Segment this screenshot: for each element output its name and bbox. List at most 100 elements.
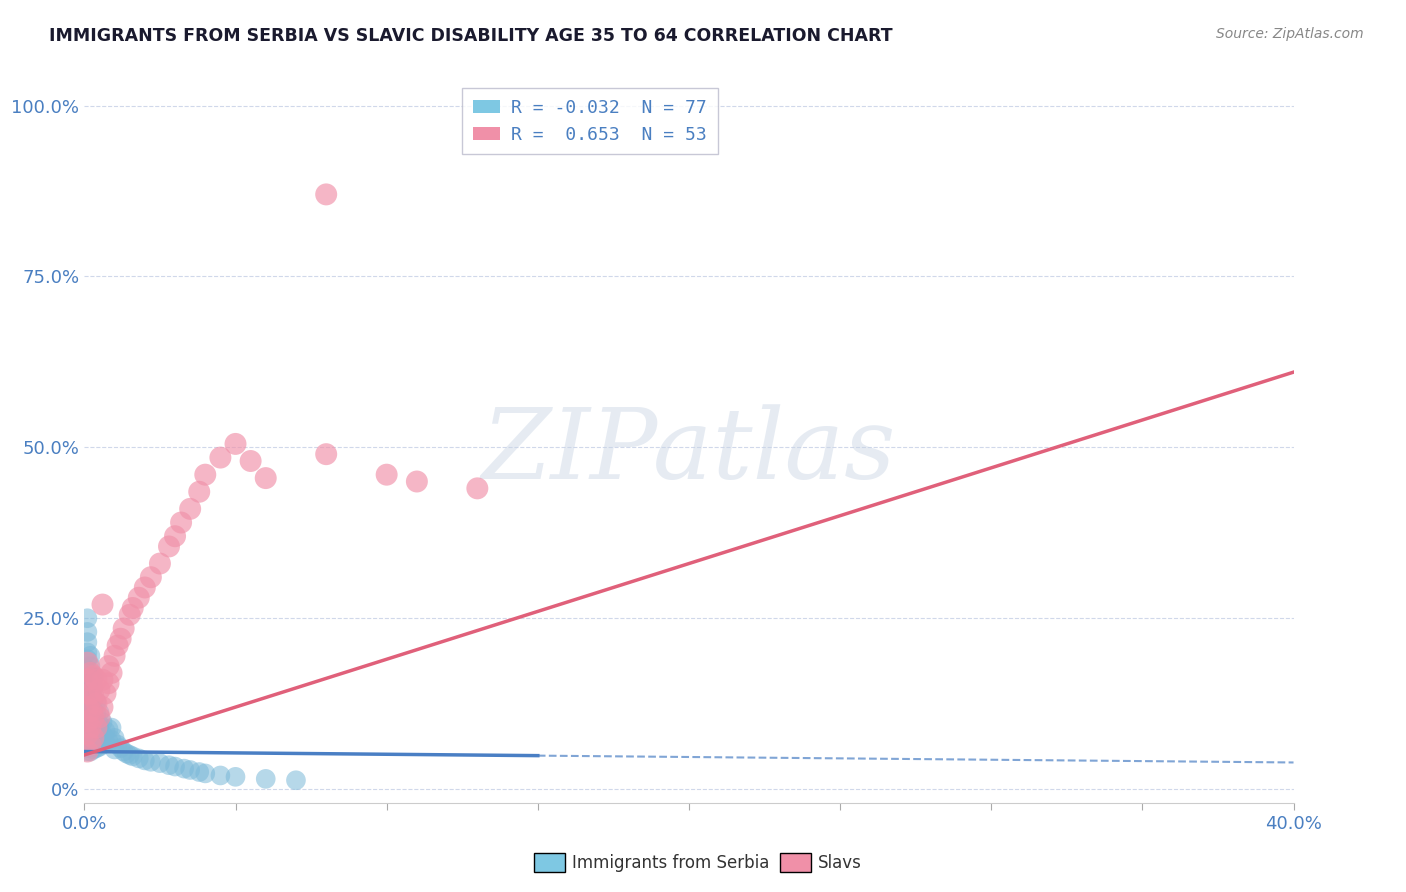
Point	[86, 721, 108, 735]
Point	[76, 727, 98, 741]
Point	[76, 673, 98, 687]
Point	[79, 721, 101, 735]
Point	[104, 648, 127, 663]
Point	[89, 683, 111, 698]
Point	[79, 738, 101, 752]
Point	[91, 598, 114, 612]
Point	[100, 721, 122, 735]
Point	[82, 690, 104, 704]
Point	[94, 724, 117, 739]
Point	[97, 676, 120, 690]
Point	[76, 741, 98, 756]
Point	[86, 697, 108, 711]
Point	[118, 607, 141, 622]
Point	[225, 770, 247, 784]
Point	[79, 680, 101, 694]
Point	[406, 475, 429, 489]
Point	[79, 690, 101, 704]
Point	[467, 481, 489, 495]
Point	[82, 693, 104, 707]
Point	[194, 766, 217, 780]
Point	[110, 741, 132, 756]
Point	[86, 731, 108, 745]
Point	[82, 681, 104, 695]
Point	[157, 540, 180, 554]
Point	[79, 717, 101, 731]
Text: Source: ZipAtlas.com: Source: ZipAtlas.com	[1216, 27, 1364, 41]
Point	[104, 742, 127, 756]
Point	[82, 714, 104, 728]
Point	[115, 747, 138, 761]
Point	[128, 751, 150, 765]
Point	[112, 745, 135, 759]
Point	[86, 741, 108, 756]
Point	[76, 663, 98, 677]
Point	[100, 732, 122, 747]
Point	[112, 622, 135, 636]
Point	[76, 745, 98, 759]
Point	[107, 738, 129, 752]
Point	[94, 736, 117, 750]
Point	[82, 710, 104, 724]
Point	[254, 471, 277, 485]
Point	[86, 719, 108, 733]
Point	[149, 557, 172, 571]
Point	[79, 700, 101, 714]
Point	[165, 759, 187, 773]
Point	[82, 731, 104, 745]
Point	[76, 700, 98, 714]
Point	[209, 450, 232, 465]
Point	[94, 686, 117, 700]
Point	[139, 755, 162, 769]
Point	[79, 659, 101, 673]
Point	[76, 706, 98, 721]
Point	[173, 762, 195, 776]
Point	[118, 747, 141, 762]
Point	[82, 724, 104, 739]
Text: IMMIGRANTS FROM SERBIA VS SLAVIC DISABILITY AGE 35 TO 64 CORRELATION CHART: IMMIGRANTS FROM SERBIA VS SLAVIC DISABIL…	[49, 27, 893, 45]
Point	[149, 756, 172, 771]
Point	[89, 706, 111, 720]
Point	[86, 695, 108, 709]
Point	[121, 601, 143, 615]
Text: Immigrants from Serbia: Immigrants from Serbia	[572, 854, 769, 871]
Legend: R = -0.032  N = 77, R =  0.653  N = 53: R = -0.032 N = 77, R = 0.653 N = 53	[463, 87, 717, 154]
Point	[79, 665, 101, 680]
Point	[128, 591, 150, 605]
Point	[285, 773, 308, 788]
Point	[209, 768, 232, 782]
Point	[76, 652, 98, 666]
Point	[225, 437, 247, 451]
Point	[97, 734, 120, 748]
Point	[89, 717, 111, 731]
Point	[188, 765, 211, 780]
Point	[97, 659, 120, 673]
Point	[254, 772, 277, 786]
Point	[79, 648, 101, 663]
Point	[76, 693, 98, 707]
Point	[76, 727, 98, 741]
Point	[82, 669, 104, 683]
Point	[134, 581, 156, 595]
Point	[76, 714, 98, 728]
Point	[79, 731, 101, 745]
Point	[157, 758, 180, 772]
Point	[79, 724, 101, 739]
Point	[194, 467, 217, 482]
Point	[82, 742, 104, 756]
Point	[91, 738, 114, 752]
Point	[76, 683, 98, 698]
Point	[86, 673, 108, 687]
Point	[239, 454, 262, 468]
Point	[110, 632, 132, 646]
Point	[76, 714, 98, 728]
Point	[139, 570, 162, 584]
Point	[91, 727, 114, 741]
Point	[79, 669, 101, 683]
Point	[89, 710, 111, 724]
Point	[76, 656, 98, 670]
Point	[170, 516, 193, 530]
Point	[76, 645, 98, 659]
Point	[76, 734, 98, 748]
Point	[76, 673, 98, 687]
